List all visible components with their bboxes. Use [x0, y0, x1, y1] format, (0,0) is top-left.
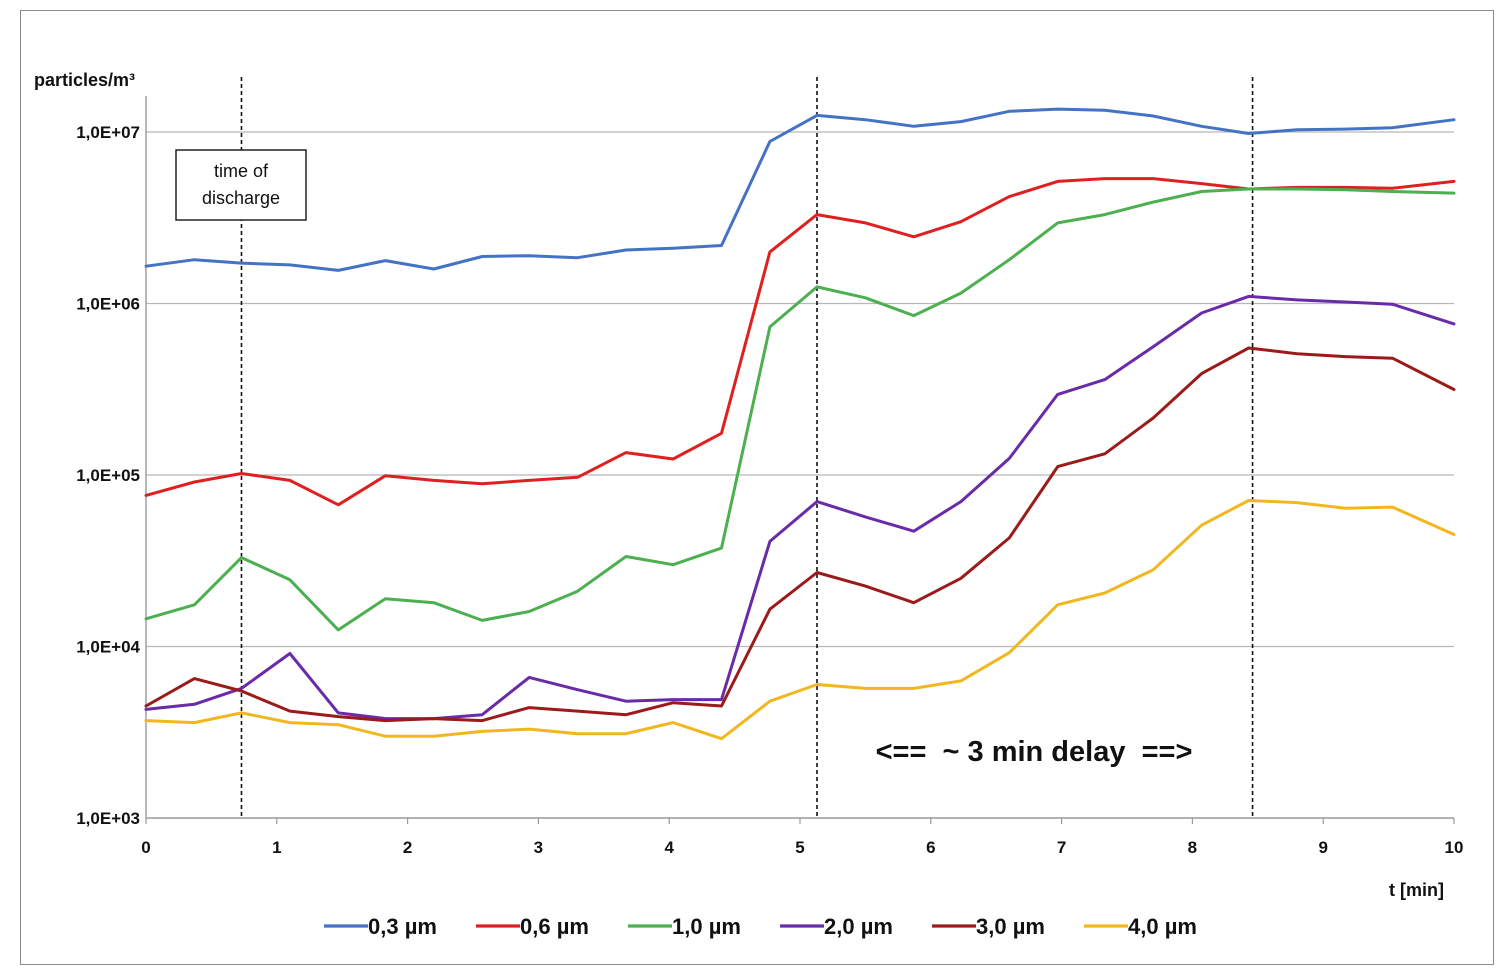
x-tick-label: 5: [795, 838, 804, 857]
discharge-annotation: time of discharge: [175, 149, 307, 221]
y-tick-label: 1,0E+03: [76, 809, 140, 828]
x-axis-label: t [min]: [1389, 880, 1444, 900]
y-tick-label: 1,0E+06: [76, 295, 140, 314]
series-lines: [144, 107, 1456, 741]
x-tick-label: 8: [1188, 838, 1197, 857]
x-tick-labels: 0 1 2 3 4 5 6 7 8 9 10: [141, 838, 1463, 857]
gridlines: [145, 96, 1455, 824]
delay-annotation: <== ~ 3 min delay ==>: [876, 736, 1193, 768]
series-line: [144, 107, 1456, 272]
legend-label: 1,0 µm: [672, 914, 741, 939]
x-tick-label: 3: [534, 838, 543, 857]
x-tick-label: 9: [1318, 838, 1327, 857]
legend-label: 2,0 µm: [824, 914, 893, 939]
series-line: [144, 499, 1456, 741]
y-tick-label: 1,0E+05: [76, 466, 140, 485]
legend-label: 4,0 µm: [1128, 914, 1197, 939]
discharge-label-line2: discharge: [202, 188, 280, 208]
discharge-box: [175, 149, 307, 221]
legend: 0,3 µm 0,6 µm 1,0 µm 2,0 µm 3,0 µm 4,0 µm: [324, 914, 1197, 939]
x-tick-label: 6: [926, 838, 935, 857]
legend-label: 3,0 µm: [976, 914, 1045, 939]
x-tick-label: 0: [141, 838, 150, 857]
x-tick-label: 2: [403, 838, 412, 857]
x-tick-label: 10: [1445, 838, 1464, 857]
series-line: [144, 187, 1456, 632]
discharge-label-line1: time of: [214, 161, 269, 181]
x-tick-label: 4: [664, 838, 674, 857]
series-line: [144, 346, 1456, 723]
y-axis-label: particles/m³: [34, 70, 135, 90]
series-line: [144, 294, 1456, 721]
reference-lines: [240, 77, 1254, 818]
x-tick-label: 1: [272, 838, 281, 857]
legend-label: 0,6 µm: [520, 914, 589, 939]
y-tick-labels: 1,0E+03 1,0E+04 1,0E+05 1,0E+06 1,0E+07: [76, 123, 140, 828]
y-tick-label: 1,0E+04: [76, 638, 140, 657]
x-tick-label: 7: [1057, 838, 1066, 857]
series-line: [144, 177, 1456, 507]
legend-label: 0,3 µm: [368, 914, 437, 939]
y-tick-label: 1,0E+07: [76, 123, 140, 142]
